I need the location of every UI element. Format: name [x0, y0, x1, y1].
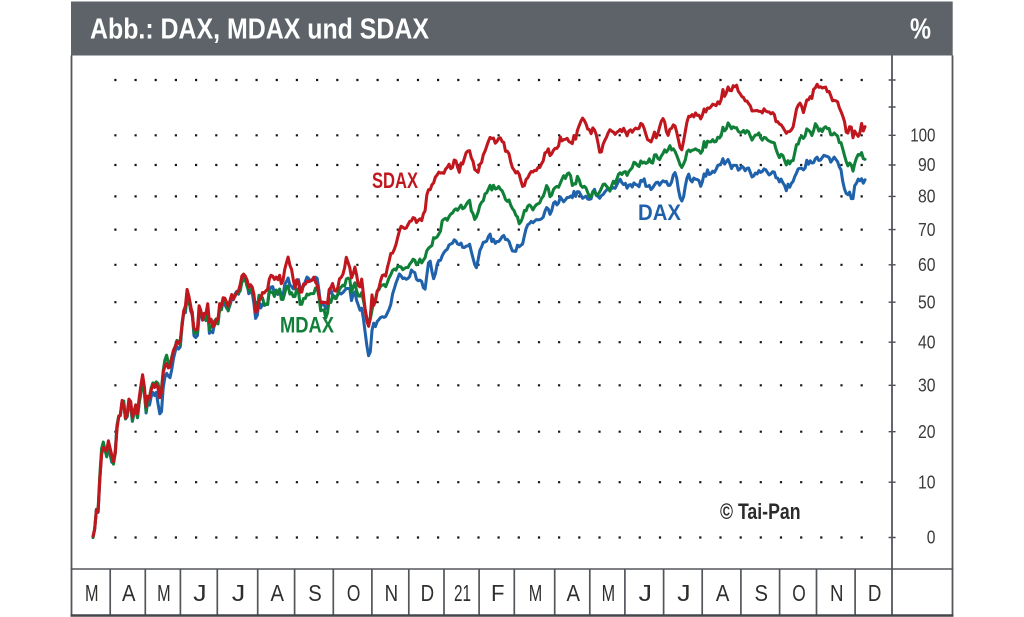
svg-text:DAX: DAX — [638, 200, 681, 225]
svg-text:J: J — [677, 580, 691, 606]
svg-text:Abb.: DAX, MDAX und SDAX: Abb.: DAX, MDAX und SDAX — [90, 14, 430, 46]
svg-text:%: % — [910, 14, 931, 46]
svg-text:J: J — [639, 580, 653, 606]
svg-text:30: 30 — [918, 376, 936, 396]
svg-text:J: J — [232, 580, 246, 606]
svg-text:60: 60 — [918, 255, 936, 275]
svg-text:N: N — [385, 580, 399, 606]
svg-text:A: A — [122, 580, 136, 606]
svg-text:D: D — [868, 580, 882, 606]
svg-text:A: A — [566, 580, 580, 606]
svg-text:A: A — [716, 580, 730, 606]
svg-text:O: O — [792, 580, 806, 606]
svg-text:90: 90 — [918, 155, 936, 175]
svg-text:N: N — [830, 580, 844, 606]
svg-text:40: 40 — [918, 332, 936, 352]
svg-text:20: 20 — [918, 422, 936, 442]
svg-text:SDAX: SDAX — [372, 168, 418, 193]
svg-text:10: 10 — [918, 472, 936, 492]
svg-text:MDAX: MDAX — [280, 313, 334, 338]
svg-text:M: M — [529, 580, 543, 606]
svg-text:M: M — [157, 580, 171, 606]
svg-text:© Tai-Pan: © Tai-Pan — [720, 499, 801, 524]
svg-text:50: 50 — [918, 292, 936, 312]
svg-text:21: 21 — [454, 580, 471, 606]
svg-text:70: 70 — [918, 220, 936, 240]
svg-text:D: D — [421, 580, 435, 606]
svg-text:0: 0 — [927, 528, 936, 548]
svg-text:M: M — [602, 580, 616, 606]
svg-text:M: M — [85, 580, 99, 606]
svg-text:F: F — [491, 580, 505, 606]
svg-text:J: J — [193, 580, 207, 606]
svg-text:100: 100 — [910, 126, 935, 146]
svg-text:A: A — [270, 580, 284, 606]
svg-text:S: S — [754, 580, 768, 606]
svg-text:O: O — [347, 580, 361, 606]
svg-text:80: 80 — [918, 187, 936, 207]
svg-text:S: S — [308, 580, 322, 606]
